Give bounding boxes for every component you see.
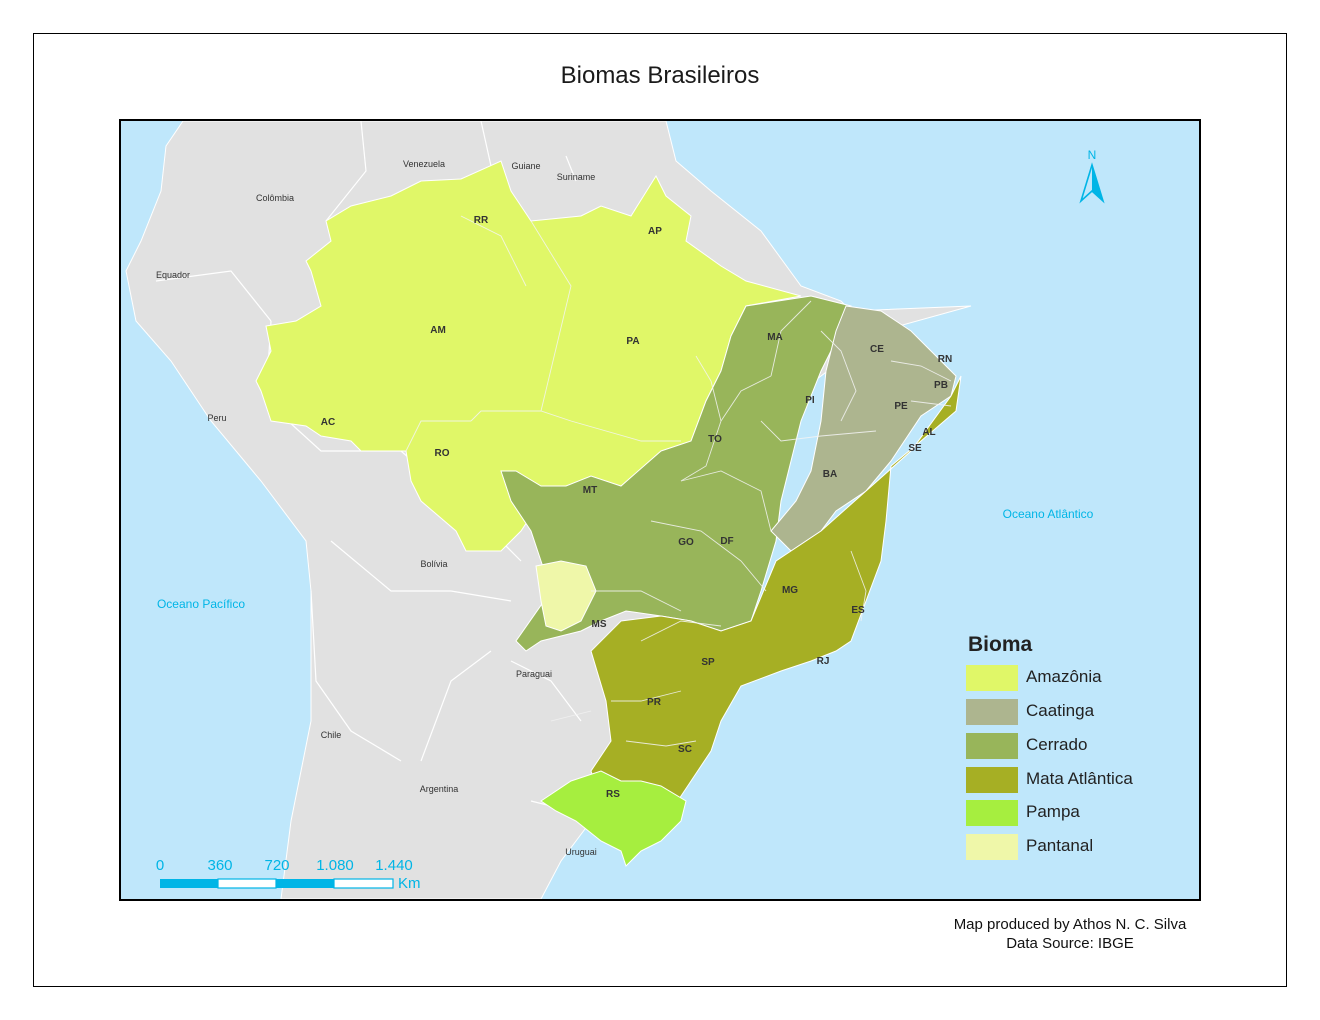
- map-layout-frame: [33, 33, 1287, 987]
- ocean-labels: Oceano Atlântico Oceano Pacífico: [157, 507, 1094, 611]
- legend-swatch: [966, 834, 1018, 860]
- country-label: Chile: [321, 730, 342, 740]
- legend-label: Cerrado: [1026, 735, 1088, 754]
- legend-label: Amazônia: [1026, 667, 1102, 686]
- country-label: Argentina: [420, 784, 459, 794]
- map-credits: Map produced by Athos N. C. Silva Data S…: [900, 915, 1240, 953]
- state-label: DF: [720, 536, 733, 547]
- state-label: TO: [708, 434, 722, 445]
- state-label: GO: [678, 537, 694, 548]
- legend-swatch: [966, 767, 1018, 793]
- legend-swatch: [966, 733, 1018, 759]
- country-label: Uruguai: [565, 847, 597, 857]
- country-label: Venezuela: [403, 159, 445, 169]
- state-label: AP: [648, 226, 662, 237]
- country-label: Paraguai: [516, 669, 552, 679]
- state-label: AM: [430, 325, 446, 336]
- state-labels: RR AP AM PA MA CE RN PB PI PE AL SE AC R…: [321, 215, 952, 800]
- state-label: RS: [606, 789, 620, 800]
- scale-tick-label: 720: [264, 857, 289, 874]
- country-labels: Venezuela Guiane Suriname Colômbia Equad…: [156, 159, 597, 857]
- ocean-label: Oceano Pacífico: [157, 597, 245, 611]
- scale-bar-ticks: 0 360 720 1.080 1.440: [156, 857, 413, 874]
- state-label: RJ: [817, 656, 830, 667]
- biome-pampa: [540, 770, 687, 867]
- state-label: MG: [782, 585, 798, 596]
- state-label: BA: [823, 469, 837, 480]
- state-label: MS: [592, 619, 607, 630]
- legend-label: Mata Atlântica: [1026, 769, 1133, 788]
- state-label: RR: [474, 215, 489, 226]
- legend-label: Pantanal: [1026, 836, 1094, 855]
- country-label: Colômbia: [256, 193, 294, 203]
- state-label: PE: [894, 401, 908, 412]
- state-label: PR: [647, 697, 662, 708]
- north-label: N: [1088, 148, 1097, 162]
- legend-swatch: [966, 665, 1018, 691]
- biome-pantanal: [535, 560, 597, 632]
- state-label: AL: [922, 427, 935, 438]
- map-panel: Venezuela Guiane Suriname Colômbia Equad…: [119, 119, 1201, 901]
- legend-label: Pampa: [1026, 802, 1080, 821]
- country-label: Bolívia: [420, 559, 447, 569]
- state-label: SE: [908, 443, 922, 454]
- scale-tick-label: 0: [156, 857, 164, 874]
- author-credit: Map produced by Athos N. C. Silva: [953, 916, 1187, 933]
- state-label: RO: [435, 448, 450, 459]
- country-label: Suriname: [557, 172, 596, 182]
- state-label: ES: [851, 605, 865, 616]
- state-label: PA: [626, 336, 639, 347]
- state-label: RN: [938, 354, 952, 365]
- state-label: PI: [805, 395, 815, 406]
- country-label: Guiane: [511, 161, 540, 171]
- legend-swatch: [966, 699, 1018, 725]
- country-label: Peru: [207, 413, 226, 423]
- legend-label: Caatinga: [1026, 701, 1095, 720]
- state-label: SP: [701, 657, 715, 668]
- biome-caatinga: [770, 305, 957, 552]
- scale-tick-label: 360: [207, 857, 232, 874]
- map-canvas: Venezuela Guiane Suriname Colômbia Equad…: [121, 121, 1199, 899]
- biome-cerrado: [500, 295, 852, 652]
- state-label: MT: [583, 485, 597, 496]
- legend-swatch: [966, 800, 1018, 826]
- north-arrow-icon: N: [1079, 148, 1105, 204]
- scale-unit: Km: [398, 875, 421, 892]
- country-label: Equador: [156, 270, 190, 280]
- state-borders: [405, 215, 952, 747]
- state-label: MA: [767, 332, 783, 343]
- state-label: SC: [678, 744, 692, 755]
- map-title: Biomas Brasileiros: [560, 62, 760, 89]
- scale-tick-label: 1.080: [316, 857, 354, 874]
- state-label: CE: [870, 344, 884, 355]
- scale-bar: 0 360 720 1.080 1.440 Km: [156, 857, 421, 892]
- ocean-label: Oceano Atlântico: [1003, 507, 1094, 521]
- scale-tick-label: 1.440: [375, 857, 413, 874]
- state-label: AC: [321, 417, 335, 428]
- legend-title: Bioma: [968, 633, 1033, 656]
- data-source-credit: Data Source: IBGE: [1006, 935, 1134, 952]
- state-label: PB: [934, 380, 948, 391]
